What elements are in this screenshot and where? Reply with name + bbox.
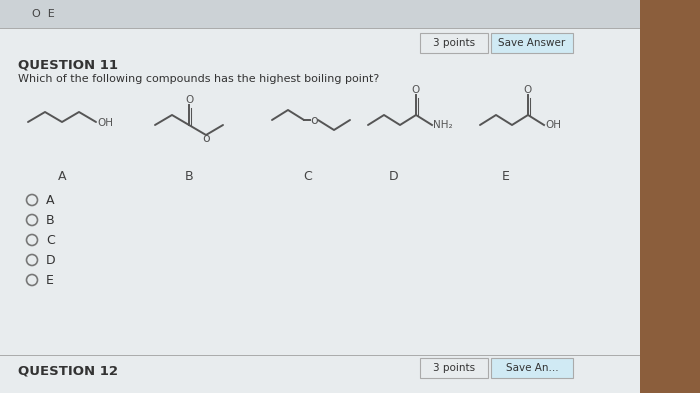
Text: 3 points: 3 points: [433, 38, 475, 48]
FancyBboxPatch shape: [491, 358, 573, 378]
Text: QUESTION 11: QUESTION 11: [18, 58, 118, 71]
Text: O  E: O E: [32, 9, 55, 19]
Bar: [0, 0, 640, 28]
Text: Save Answer: Save Answer: [498, 38, 566, 48]
Text: o: o: [310, 114, 318, 127]
Text: QUESTION 12: QUESTION 12: [18, 365, 118, 378]
Text: OH: OH: [97, 118, 113, 128]
Text: C: C: [46, 233, 55, 246]
Text: A: A: [46, 193, 55, 206]
Text: o: o: [202, 132, 210, 145]
Text: D: D: [46, 253, 55, 266]
Text: O: O: [412, 85, 420, 95]
Text: B: B: [185, 170, 193, 183]
Text: O: O: [185, 95, 193, 105]
Text: B: B: [46, 213, 55, 226]
Text: O: O: [524, 85, 532, 95]
Text: 3 points: 3 points: [433, 363, 475, 373]
FancyBboxPatch shape: [420, 33, 488, 53]
Text: Save An...: Save An...: [505, 363, 559, 373]
Text: A: A: [57, 170, 66, 183]
FancyBboxPatch shape: [420, 358, 488, 378]
Bar: [640, 0, 700, 393]
Text: OH: OH: [545, 120, 561, 130]
Text: Which of the following compounds has the highest boiling point?: Which of the following compounds has the…: [18, 74, 379, 84]
Text: C: C: [304, 170, 312, 183]
Text: E: E: [502, 170, 510, 183]
FancyBboxPatch shape: [491, 33, 573, 53]
Text: D: D: [389, 170, 399, 183]
Text: E: E: [46, 274, 54, 286]
Text: NH₂: NH₂: [433, 120, 453, 130]
